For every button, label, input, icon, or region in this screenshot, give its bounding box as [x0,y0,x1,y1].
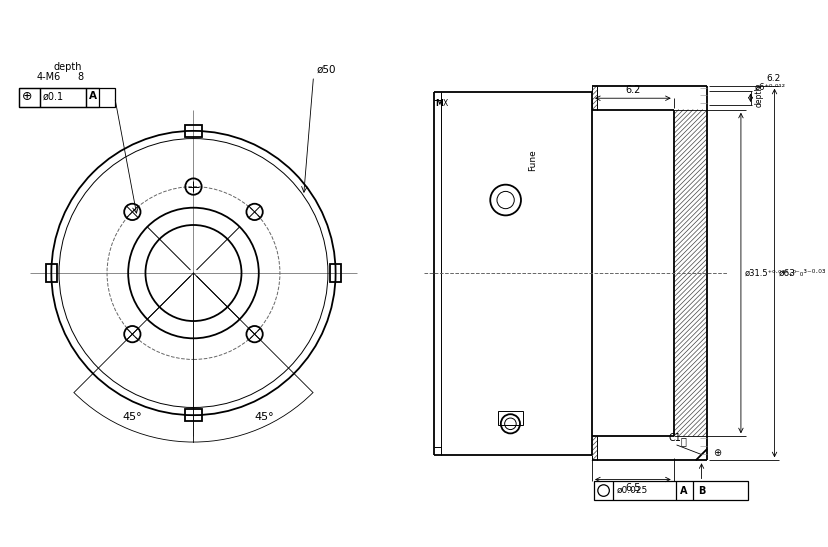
Text: 4-M6: 4-M6 [37,72,61,82]
Bar [593,481,747,499]
Text: ø50: ø50 [316,65,335,74]
Text: Ⓑ: Ⓑ [680,436,686,446]
Bar [185,409,202,421]
Text: Fune: Fune [527,149,537,171]
Text: depth: depth [753,85,763,107]
Text: ø0.1: ø0.1 [42,91,64,101]
Text: ø0.025: ø0.025 [616,486,647,495]
Text: X: X [443,99,448,108]
Text: 45°: 45° [123,412,142,422]
Text: 6.2: 6.2 [766,74,780,83]
Bar [86,88,99,107]
Text: 8: 8 [77,72,84,82]
Text: B: B [697,486,705,496]
Text: ⊕: ⊕ [712,447,720,457]
Bar [185,125,202,137]
Text: A: A [680,486,687,496]
Text: 45°: 45° [254,412,274,422]
Bar [46,264,57,282]
Text: A: A [89,91,97,101]
Text: ø31.5⁺⁰·⁰²⁵₊⁰: ø31.5⁺⁰·⁰²⁵₊⁰ [744,269,796,277]
Text: ø63⁻₀³⁻⁰·⁰³: ø63⁻₀³⁻⁰·⁰³ [777,269,825,277]
Text: ⊕: ⊕ [22,90,32,103]
Text: depth: depth [53,62,82,72]
Bar [40,88,86,107]
Text: M: M [435,99,443,108]
Bar [19,88,40,107]
Bar [330,264,341,282]
Bar [19,88,114,107]
Text: C1: C1 [668,433,681,443]
Bar [498,411,522,425]
Text: 6.5: 6.5 [624,483,640,493]
Text: 6.2: 6.2 [624,85,640,95]
Text: ø6⁺⁰·⁰¹²: ø6⁺⁰·⁰¹² [753,83,784,92]
